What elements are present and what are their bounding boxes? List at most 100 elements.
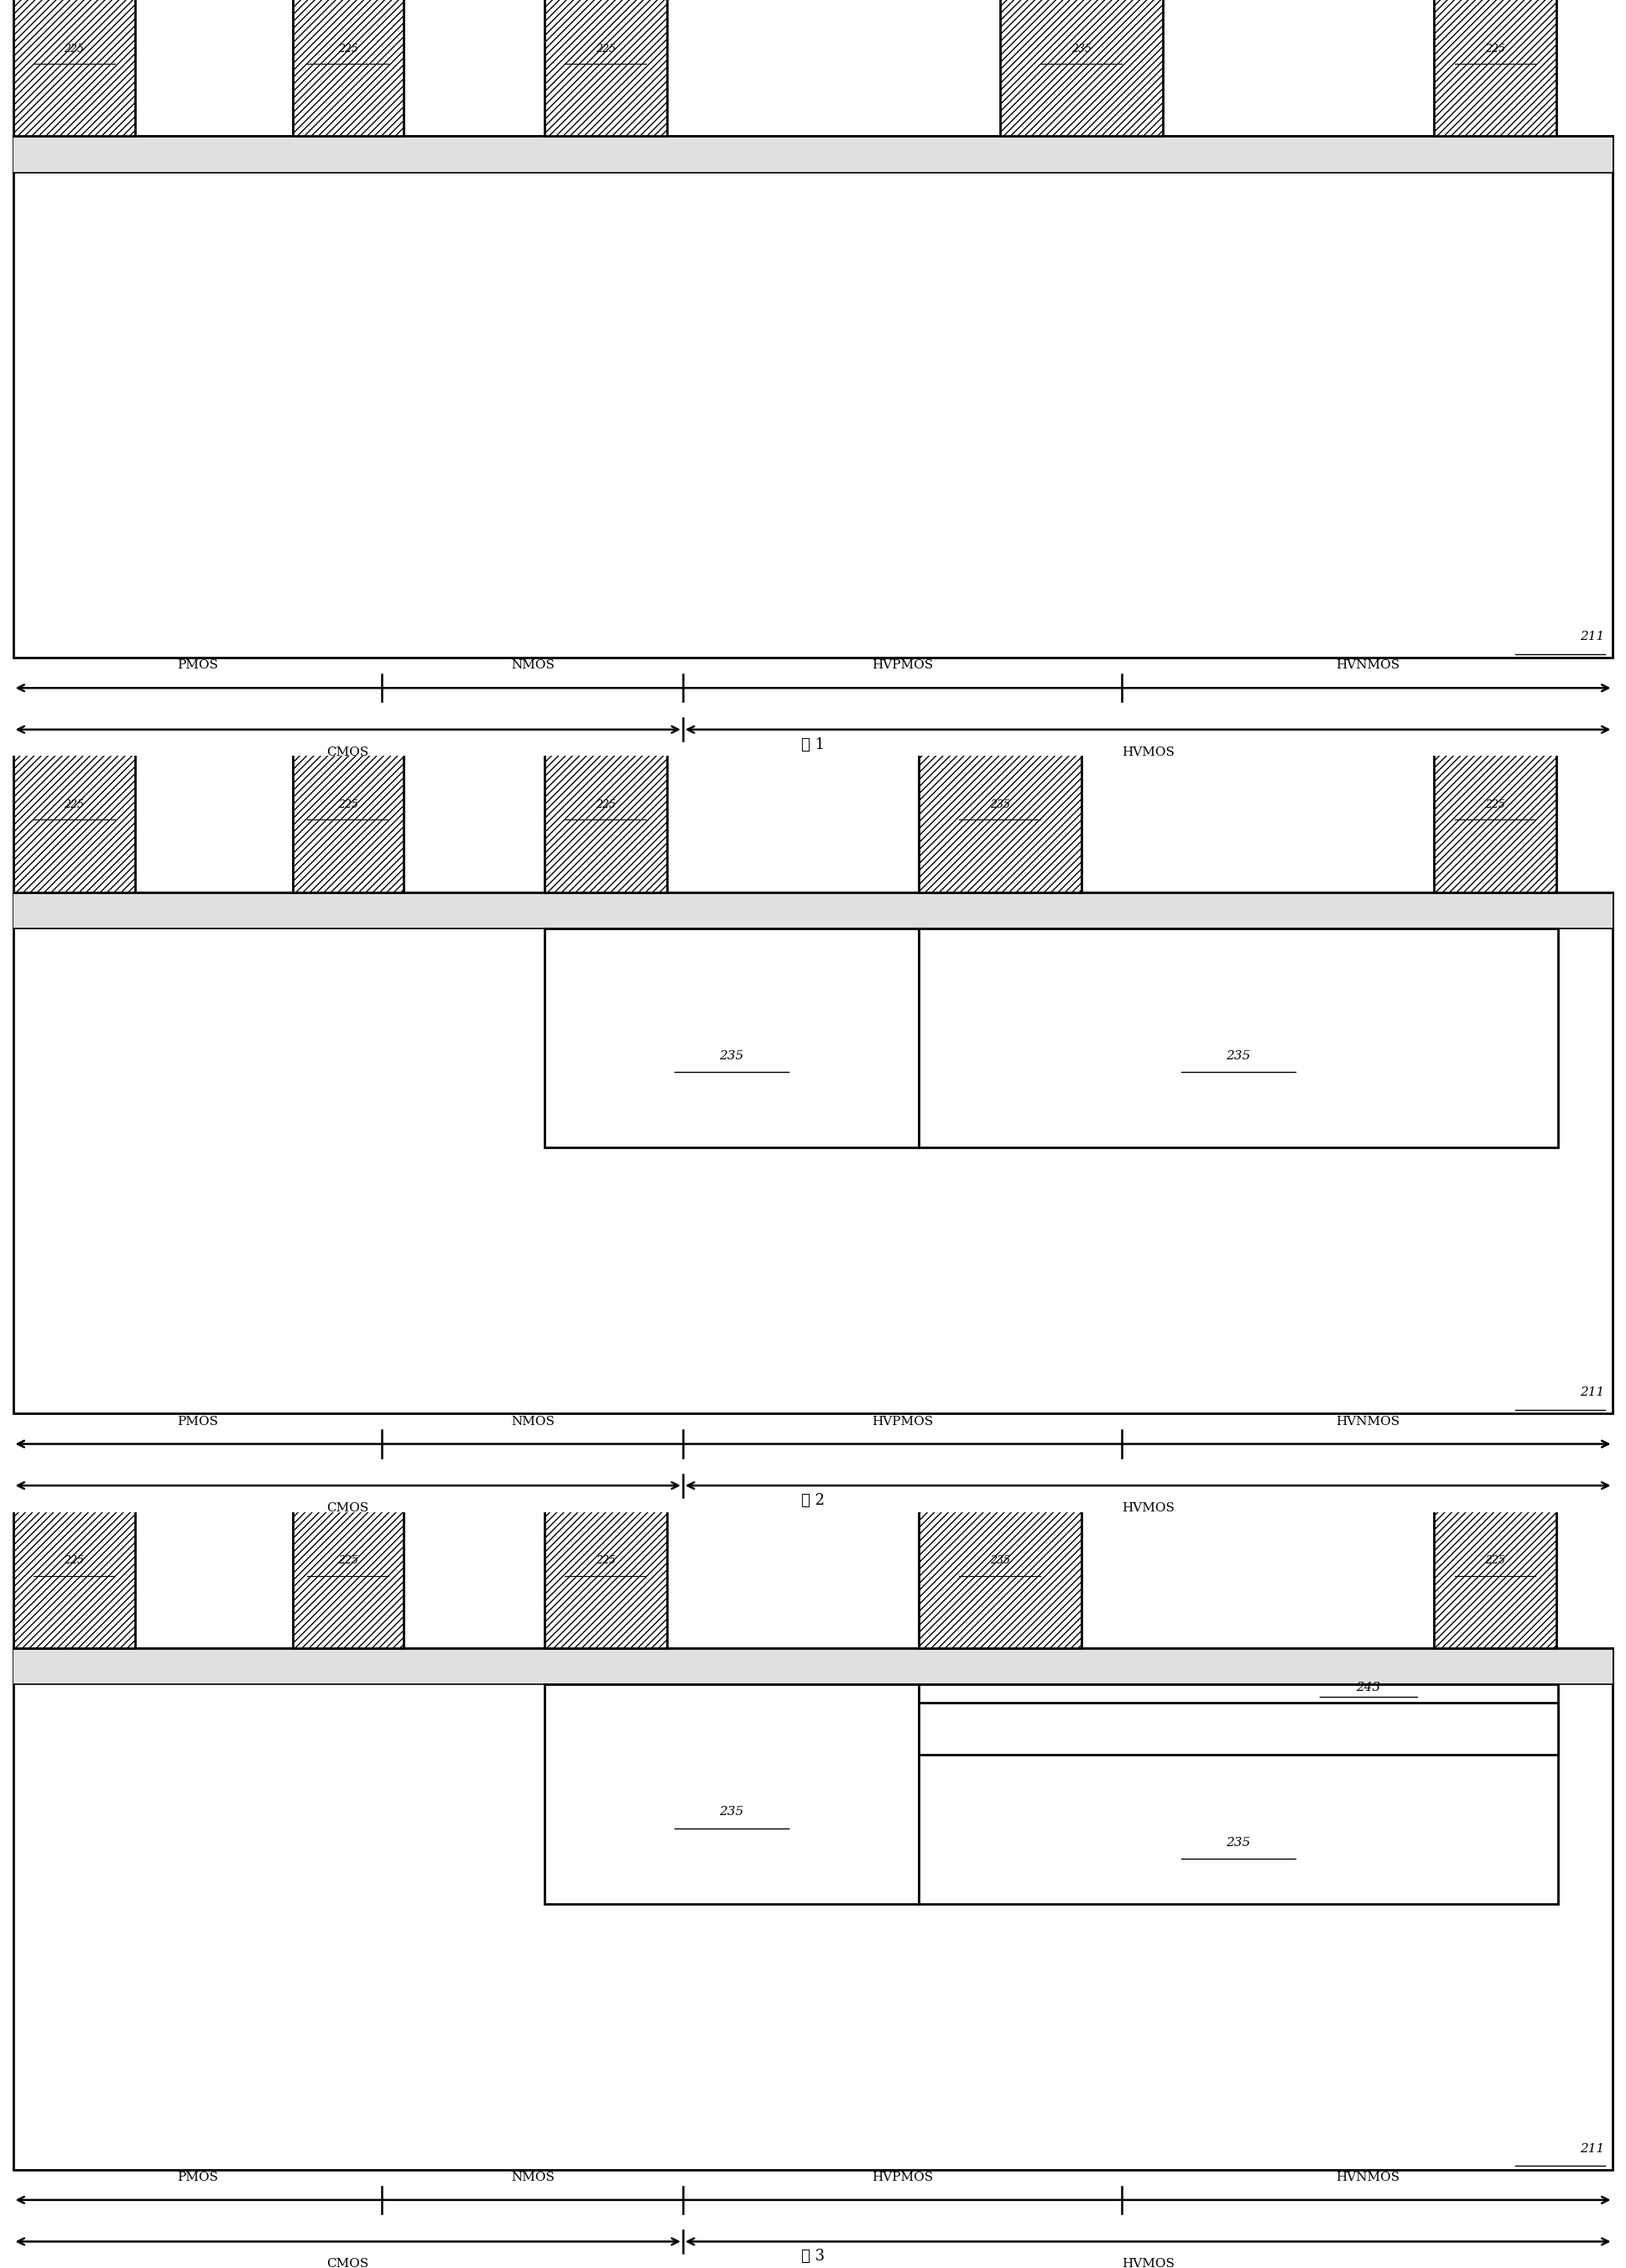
Bar	[13, 751, 135, 891]
Bar	[293, 751, 403, 891]
Bar	[13, 1649, 1613, 2170]
Text: HVPMOS: HVPMOS	[872, 2170, 933, 2184]
Text: 243: 243	[1356, 1683, 1380, 1694]
Bar	[1434, 751, 1556, 891]
Bar	[1000, 0, 1163, 136]
Bar	[293, 0, 403, 136]
Bar	[545, 751, 667, 891]
Bar	[13, 891, 1613, 1413]
Text: CMOS: CMOS	[327, 746, 369, 758]
Bar	[1434, 1508, 1556, 1649]
Text: 235: 235	[1226, 1050, 1250, 1061]
Text: 225: 225	[338, 798, 358, 810]
Bar	[1000, 0, 1163, 136]
Bar	[293, 1508, 403, 1649]
Text: 235: 235	[990, 1556, 1010, 1567]
Bar	[545, 928, 919, 1148]
Bar	[545, 751, 667, 891]
Bar	[1000, 0, 1163, 136]
Bar	[13, 751, 135, 891]
Text: CMOS: CMOS	[327, 1501, 369, 1515]
Text: 225: 225	[595, 1556, 616, 1567]
Bar	[545, 0, 667, 136]
Bar	[919, 1703, 1558, 1755]
Text: 图 3: 图 3	[802, 2250, 824, 2263]
Bar	[293, 751, 403, 891]
Text: HVMOS: HVMOS	[1122, 1501, 1174, 1515]
Text: 225: 225	[595, 43, 616, 54]
Text: 图 1: 图 1	[802, 737, 824, 753]
Bar	[919, 1508, 1081, 1649]
Bar	[919, 928, 1558, 1148]
Bar	[1434, 751, 1556, 891]
Text: 图 2: 图 2	[802, 1492, 824, 1508]
Bar	[13, 136, 1613, 658]
Text: 225: 225	[1485, 43, 1506, 54]
Text: 225: 225	[1485, 798, 1506, 810]
Bar	[13, 1508, 135, 1649]
Bar	[13, 891, 1613, 928]
Bar	[919, 751, 1081, 891]
Text: 225: 225	[63, 798, 85, 810]
Bar	[13, 1649, 1613, 1685]
Text: NMOS: NMOS	[511, 1415, 554, 1427]
Bar	[545, 1685, 919, 1903]
Bar	[919, 1685, 1558, 1903]
Text: NMOS: NMOS	[511, 2170, 554, 2184]
Bar	[1434, 0, 1556, 136]
Bar	[13, 1508, 135, 1649]
Text: HVNMOS: HVNMOS	[1335, 1415, 1400, 1427]
Bar	[919, 751, 1081, 891]
Bar	[293, 0, 403, 136]
Bar	[919, 751, 1081, 891]
Text: 235: 235	[1226, 1837, 1250, 1848]
Bar	[1434, 0, 1556, 136]
Bar	[545, 0, 667, 136]
Text: HVNMOS: HVNMOS	[1335, 2170, 1400, 2184]
Bar	[1434, 1508, 1556, 1649]
Text: 235: 235	[1072, 43, 1091, 54]
Bar	[919, 1508, 1081, 1649]
Text: HVMOS: HVMOS	[1122, 2259, 1174, 2268]
Text: 225: 225	[595, 798, 616, 810]
Text: 225: 225	[338, 1556, 358, 1567]
Bar	[1434, 1508, 1556, 1649]
Bar	[545, 751, 667, 891]
Text: 235: 235	[990, 798, 1010, 810]
Text: PMOS: PMOS	[177, 660, 218, 671]
Text: HVPMOS: HVPMOS	[872, 1415, 933, 1427]
Text: NMOS: NMOS	[511, 660, 554, 671]
Bar	[1434, 751, 1556, 891]
Text: PMOS: PMOS	[177, 1415, 218, 1427]
Bar	[13, 0, 135, 136]
Text: 211: 211	[1580, 1386, 1605, 1399]
Text: CMOS: CMOS	[327, 2259, 369, 2268]
Text: HVNMOS: HVNMOS	[1335, 660, 1400, 671]
Bar	[545, 1508, 667, 1649]
Text: 225: 225	[63, 43, 85, 54]
Bar	[293, 0, 403, 136]
Text: 235: 235	[719, 1805, 745, 1817]
Text: PMOS: PMOS	[177, 2170, 218, 2184]
Text: 211: 211	[1580, 631, 1605, 642]
Text: HVMOS: HVMOS	[1122, 746, 1174, 758]
Text: 225: 225	[1485, 1556, 1506, 1567]
Bar	[545, 1508, 667, 1649]
Bar	[293, 751, 403, 891]
Bar	[13, 751, 135, 891]
Text: HVPMOS: HVPMOS	[872, 660, 933, 671]
Text: 211: 211	[1580, 2143, 1605, 2155]
Bar	[13, 136, 1613, 172]
Bar	[13, 1508, 135, 1649]
Bar	[293, 1508, 403, 1649]
Bar	[13, 0, 135, 136]
Bar	[919, 1508, 1081, 1649]
Bar	[293, 1508, 403, 1649]
Bar	[13, 0, 135, 136]
Bar	[545, 1508, 667, 1649]
Bar	[1434, 0, 1556, 136]
Text: 225: 225	[63, 1556, 85, 1567]
Text: 225: 225	[338, 43, 358, 54]
Bar	[545, 0, 667, 136]
Text: 235: 235	[719, 1050, 745, 1061]
